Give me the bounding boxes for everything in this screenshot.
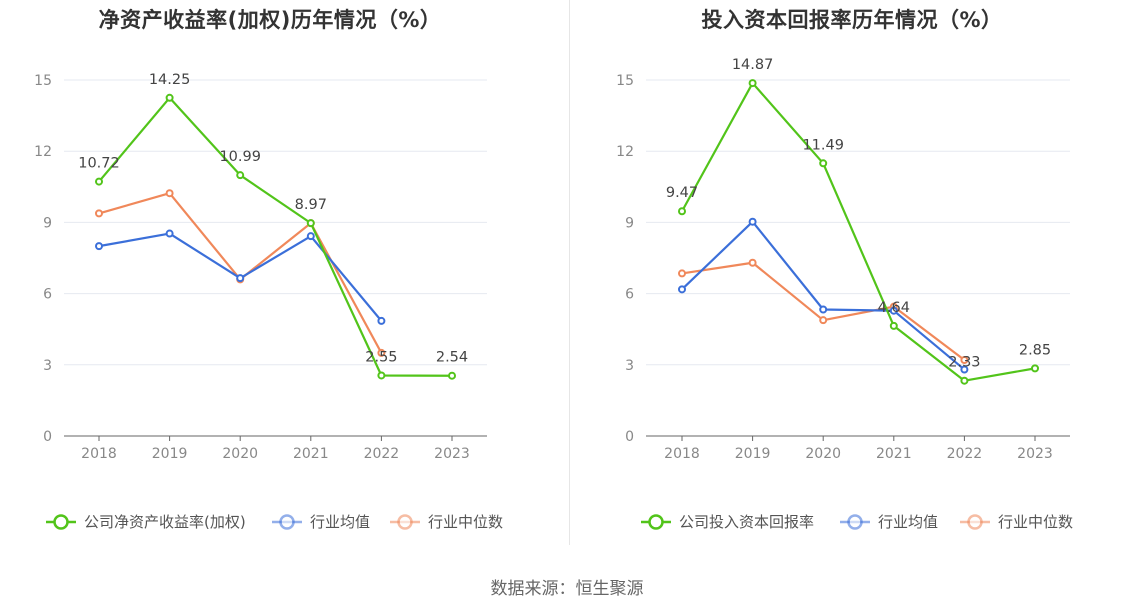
series-line-0 — [681, 81, 1036, 382]
chart-title-roic: 投入资本回报率历年情况（%） — [701, 8, 1003, 32]
legend-label: 行业中位数 — [998, 513, 1073, 531]
data-point — [236, 171, 245, 180]
x-tick-label: 2018 — [81, 446, 117, 462]
y-tick-label: 3 — [43, 358, 52, 374]
data-point — [236, 274, 245, 283]
data-label: 2.55 — [365, 349, 397, 365]
data-label: 2.54 — [436, 350, 468, 366]
legend-marker — [397, 514, 413, 530]
data-point — [819, 305, 828, 314]
y-tick-label: 0 — [43, 429, 52, 445]
y-tick-label: 0 — [625, 429, 634, 445]
y-tick-label: 6 — [625, 287, 634, 303]
y-tick-label: 12 — [34, 144, 52, 160]
data-label: 2.33 — [948, 355, 980, 371]
y-tick-label: 9 — [625, 215, 634, 231]
data-point — [95, 177, 103, 186]
data-point — [377, 371, 386, 380]
legend-marker — [53, 514, 69, 530]
legend-item-2: 行业中位数 — [960, 513, 1073, 531]
legend-item-1: 行业均值 — [272, 513, 370, 531]
data-label: 10.72 — [78, 156, 120, 172]
x-tick-label: 2019 — [152, 446, 188, 462]
x-tick-label: 2022 — [364, 446, 400, 462]
data-point — [748, 217, 757, 226]
chart-0: 0 3 6 9 12 15 2018 2019 2020 2021 2022 2023 10.72 14.… — [34, 72, 503, 531]
data-point — [165, 93, 174, 102]
data-point — [678, 285, 686, 294]
data-point — [960, 356, 969, 365]
data-point — [95, 209, 103, 218]
data-point — [1031, 364, 1039, 373]
data-label: 14.25 — [149, 72, 191, 88]
x-tick-label: 2023 — [1017, 446, 1053, 462]
y-tick-label: 3 — [625, 358, 634, 374]
legend-label: 行业均值 — [310, 513, 370, 531]
data-point — [306, 219, 315, 228]
data-point — [889, 321, 898, 330]
legend-item-2: 行业中位数 — [390, 513, 503, 531]
legend-label: 行业中位数 — [428, 513, 503, 531]
y-tick-label: 15 — [616, 73, 634, 89]
data-point — [960, 365, 969, 374]
panel-divider — [569, 0, 570, 545]
x-tick-label: 2019 — [735, 446, 771, 462]
data-point — [748, 258, 757, 267]
data-point — [748, 79, 757, 88]
legend-marker — [847, 514, 863, 530]
x-tick-label: 2018 — [664, 446, 700, 462]
legend-label: 行业均值 — [878, 513, 938, 531]
data-label: 8.97 — [295, 197, 327, 213]
data-point — [377, 316, 386, 325]
legend-label: 公司投入资本回报率 — [679, 513, 814, 531]
data-point — [678, 269, 686, 278]
y-tick-label: 6 — [43, 287, 52, 303]
data-label: 14.87 — [732, 57, 774, 73]
data-point — [95, 242, 103, 251]
legend-marker — [967, 514, 983, 530]
y-tick-label: 12 — [616, 144, 634, 160]
x-tick-label: 2021 — [293, 446, 329, 462]
legend-item-0: 公司投入资本回报率 — [641, 513, 814, 531]
data-source-note: 数据来源：恒生聚源 — [490, 579, 644, 599]
legend-marker — [279, 514, 295, 530]
data-point — [678, 207, 686, 216]
legend-marker — [648, 514, 664, 530]
data-label: 9.47 — [666, 185, 698, 201]
data-label: 10.99 — [219, 149, 261, 165]
data-point — [306, 232, 315, 241]
series-line-0 — [98, 96, 453, 377]
legend-item-1: 行业均值 — [840, 513, 938, 531]
data-label: 4.64 — [878, 300, 910, 316]
x-tick-label: 2020 — [805, 446, 841, 462]
legend-label: 公司净资产收益率(加权) — [84, 513, 246, 531]
data-point — [448, 371, 456, 380]
series-line-2 — [98, 192, 383, 354]
data-point — [165, 229, 174, 238]
chart-1: 0 3 6 9 12 15 2018 2019 2020 2021 2022 2023 9.47 14.8… — [616, 57, 1073, 531]
data-label: 11.49 — [802, 137, 844, 153]
data-label: 2.85 — [1019, 342, 1051, 358]
y-tick-label: 15 — [34, 73, 52, 89]
x-tick-label: 2021 — [876, 446, 912, 462]
data-point — [819, 159, 828, 168]
data-point — [165, 189, 174, 198]
chart-title-roe: 净资产收益率(加权)历年情况（%） — [98, 8, 442, 32]
data-point — [960, 376, 969, 385]
data-point — [377, 348, 386, 357]
data-point — [889, 306, 898, 315]
data-point — [819, 316, 828, 325]
x-tick-label: 2023 — [434, 446, 470, 462]
legend-item-0: 公司净资产收益率(加权) — [46, 513, 246, 531]
x-tick-label: 2022 — [947, 446, 983, 462]
y-tick-label: 9 — [43, 215, 52, 231]
x-tick-label: 2020 — [222, 446, 258, 462]
